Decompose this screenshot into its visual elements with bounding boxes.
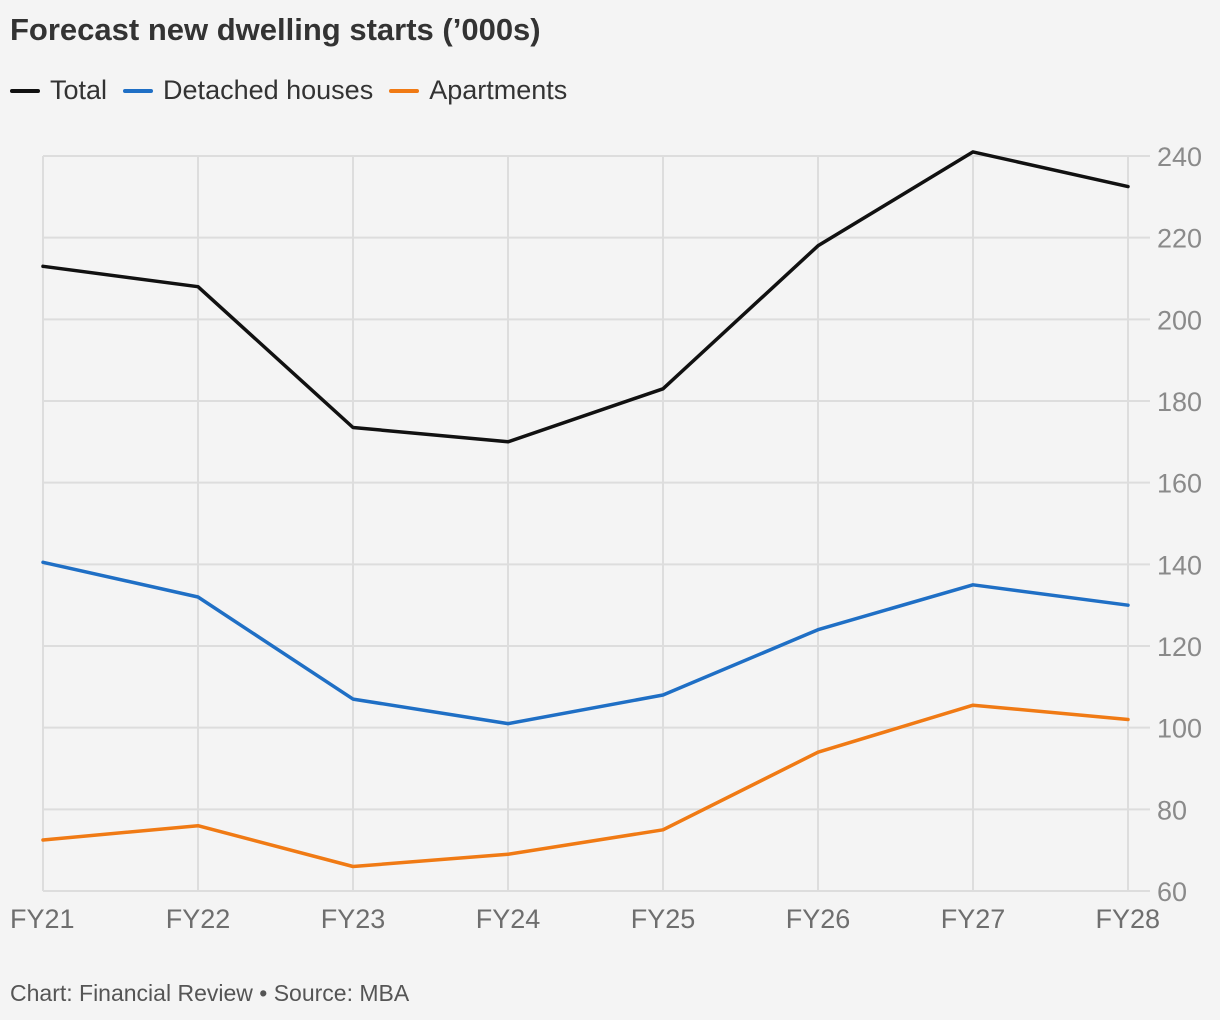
legend-label-total: Total <box>50 75 108 105</box>
y-tick-label: 240 <box>1157 142 1202 172</box>
x-tick-label: FY24 <box>476 904 541 934</box>
y-tick-label: 160 <box>1157 469 1202 499</box>
y-tick-label: 180 <box>1157 387 1202 417</box>
series-line-apartments <box>41 703 1130 869</box>
x-tick-label: FY25 <box>631 904 696 934</box>
legend-label-detached-houses: Detached houses <box>163 75 374 105</box>
x-tick-label: FY26 <box>786 904 851 934</box>
chart-title: Forecast new dwelling starts (’000s) <box>10 12 541 47</box>
y-tick-label: 220 <box>1157 224 1202 254</box>
x-tick-label: FY23 <box>321 904 386 934</box>
legend-swatch-apartments <box>389 88 420 93</box>
y-tick-label: 100 <box>1157 714 1202 744</box>
chart-legend: Total Detached houses Apartments <box>10 75 583 106</box>
series-line-detached-houses <box>41 560 1130 726</box>
y-tick-label: 80 <box>1157 795 1187 825</box>
x-tick-label: FY21 <box>10 904 75 934</box>
legend-item-apartments: Apartments <box>389 75 567 106</box>
legend-item-total: Total <box>10 75 107 106</box>
series-line-total <box>41 150 1130 444</box>
x-tick-label: FY28 <box>1095 904 1160 934</box>
line-chart: 60 80 100 120 140 160 180 200 220 240 FY21 FY22 FY23… <box>10 142 1202 934</box>
y-tick-label: 140 <box>1157 550 1202 580</box>
legend-swatch-detached-houses <box>123 88 154 93</box>
y-tick-label: 60 <box>1157 877 1187 907</box>
legend-label-apartments: Apartments <box>429 75 568 105</box>
y-tick-label: 200 <box>1157 305 1202 335</box>
x-tick-label: FY27 <box>941 904 1006 934</box>
y-tick-label: 120 <box>1157 632 1202 662</box>
chart-source-footer: Chart: Financial Review • Source: MBA <box>10 980 410 1006</box>
legend-swatch-total <box>10 88 40 93</box>
x-tick-label: FY22 <box>166 904 231 934</box>
legend-item-detached-houses: Detached houses <box>123 75 373 106</box>
